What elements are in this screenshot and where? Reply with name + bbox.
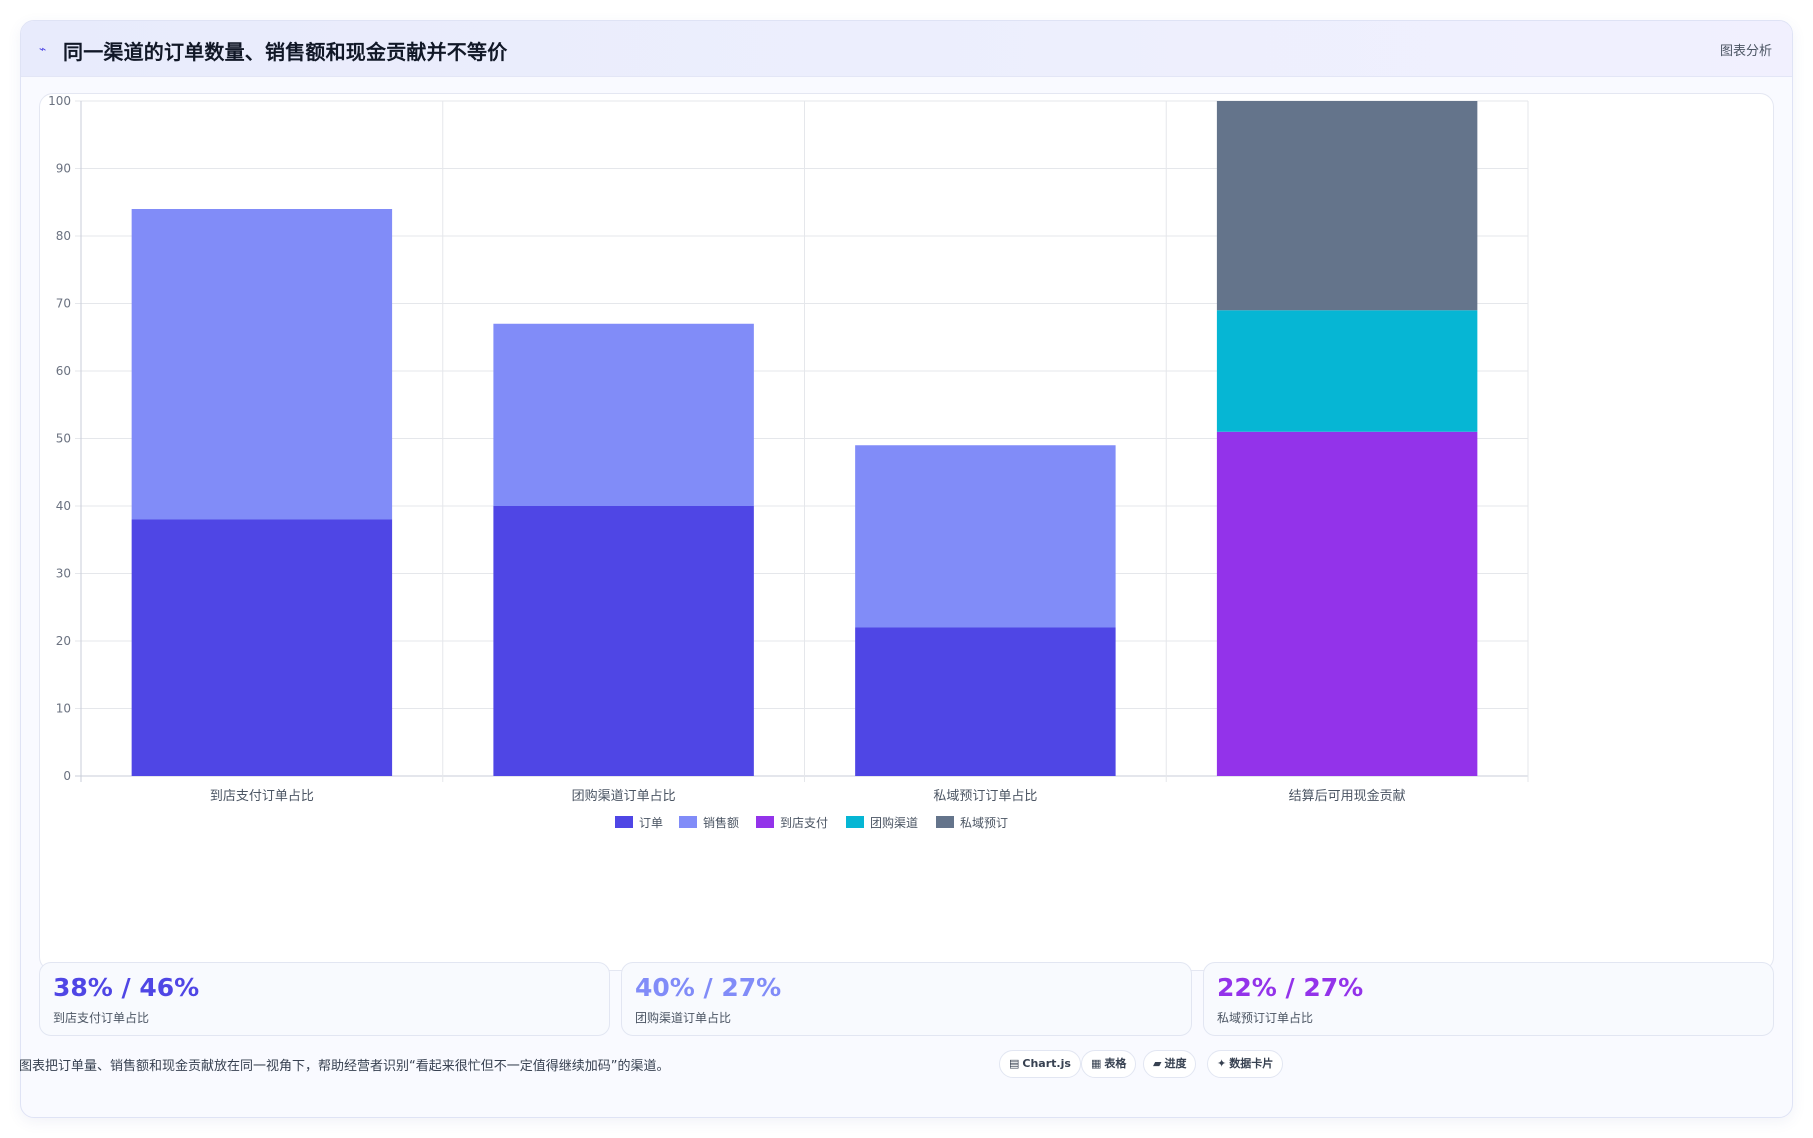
legend-label: 私域预订 [960,816,1008,830]
chart-icon: ▤ [1009,1057,1020,1070]
bar-segment [855,627,1116,776]
bar-segment [493,506,754,776]
stat-label: 团购渠道订单占比 [635,1011,732,1025]
chip-data-card[interactable]: ✦ 数据卡片 [1207,1050,1284,1078]
legend-swatch [615,816,633,828]
stat-value: 38% / 46% [53,973,200,1002]
trend-line-icon: ⌁ [39,42,47,56]
progress-icon: ▰ [1153,1057,1162,1070]
bar-segment [131,519,393,776]
y-tick-label: 60 [56,364,71,378]
stat-card-3: 22% / 27% 私域预订订单占比 [1203,962,1774,1036]
chip-label: Chart.js [1022,1057,1071,1070]
stat-value: 22% / 27% [1217,973,1364,1002]
bar-segment [1216,310,1478,432]
bar-segment [131,209,393,520]
chip-chartjs[interactable]: ▤ Chart.js [999,1050,1081,1078]
chip-label: 进度 [1164,1057,1187,1070]
chart-card: 0 10 20 30 40 50 60 70 80 90 100 到店支付订单占比 团购渠道订单占比 私域… [39,93,1774,971]
stat-card-1: 38% / 46% 到店支付订单占比 [39,962,610,1036]
legend-swatch [756,816,774,828]
legend-label: 销售额 [703,815,739,830]
y-tick-label: 20 [56,634,71,648]
x-tick-label: 私域预订订单占比 [933,789,1037,804]
page-title: 同一渠道的订单数量、销售额和现金贡献并不等价 [63,40,508,64]
x-tick-label: 结算后可用现金贡献 [1289,788,1406,804]
chart-footnote: 图表把订单量、销售额和现金贡献放在同一视角下，帮助经营者识别“看起来很忙但不一定… [19,1059,670,1074]
x-tick-label: 到店支付订单占比 [210,789,314,804]
legend-label: 到店支付 [780,816,828,830]
y-tick-label: 50 [56,432,71,446]
stat-label: 私域预订订单占比 [1217,1011,1314,1025]
y-tick-label: 90 [56,162,71,176]
legend-label: 团购渠道 [870,815,918,830]
legend-swatch [936,816,954,828]
y-tick-label: 100 [48,94,71,108]
chart-analysis-button[interactable]: 图表分析 [1719,44,1772,59]
bar-segment [1216,101,1478,311]
y-tick-label: 10 [56,702,71,716]
y-tick-label: 80 [56,229,71,243]
x-tick-label: 团购渠道订单占比 [572,788,676,804]
table-icon: ▦ [1091,1057,1102,1070]
stat-label: 到店支付订单占比 [53,1011,150,1025]
stat-value: 40% / 27% [635,973,782,1002]
y-tick-label: 30 [56,567,71,581]
stat-card-2: 40% / 27% 团购渠道订单占比 [621,962,1192,1036]
chip-table[interactable]: ▦ 表格 [1081,1050,1137,1078]
bar-segment [1216,431,1478,776]
legend-label: 订单 [639,816,663,830]
y-tick-label: 40 [56,499,71,513]
bar-segment [855,445,1116,628]
legend-swatch [846,816,864,828]
y-tick-label: 70 [56,297,71,311]
chip-label: 数据卡片 [1229,1057,1274,1070]
legend-swatch [679,816,697,828]
chip-label: 表格 [1104,1057,1127,1070]
bar-segment [493,323,754,506]
chip-progress[interactable]: ▰ 进度 [1143,1050,1197,1078]
panel-header: ⌁ 同一渠道的订单数量、销售额和现金贡献并不等价 图表分析 [21,21,1792,77]
y-tick-label: 0 [63,769,71,783]
sparkle-icon: ✦ [1217,1057,1227,1070]
